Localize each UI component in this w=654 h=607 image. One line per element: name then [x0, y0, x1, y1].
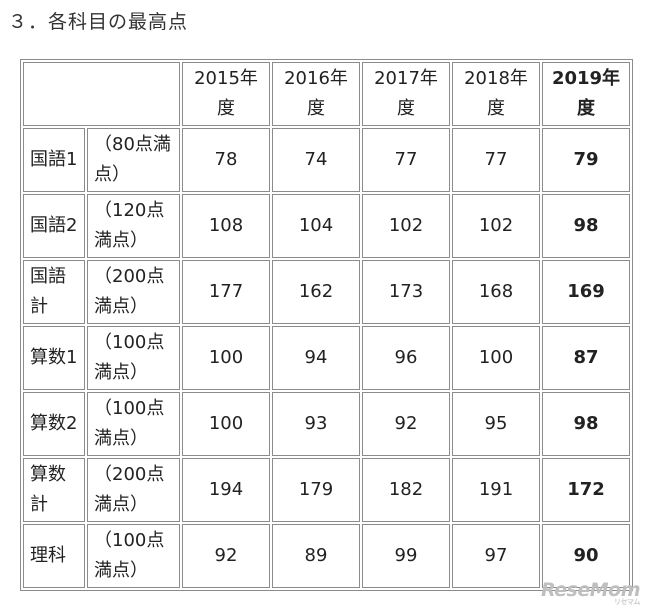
- subject-cell: 国語2: [23, 194, 85, 258]
- table-row: 算数2 （100点満点） 100 93 92 95 98: [23, 392, 630, 456]
- header-year-2015: 2015年度: [182, 62, 270, 126]
- section-heading: ３．各科目の最高点: [8, 11, 189, 33]
- resemom-watermark-logo: ReseMom リセマム: [540, 579, 641, 606]
- score-cell: 99: [362, 524, 450, 588]
- score-cell-2019: 172: [542, 458, 630, 522]
- max-score-cell: （120点満点）: [87, 194, 180, 258]
- table-row: 算数計 （200点満点） 194 179 182 191 172: [23, 458, 630, 522]
- watermark-text: ReseMom: [540, 579, 641, 601]
- max-score-cell: （200点満点）: [87, 458, 180, 522]
- score-cell-2019: 79: [542, 128, 630, 192]
- max-score-cell: （100点満点）: [87, 326, 180, 390]
- score-cell: 102: [362, 194, 450, 258]
- score-cell-2019: 90: [542, 524, 630, 588]
- score-cell-2019: 87: [542, 326, 630, 390]
- score-cell: 97: [452, 524, 540, 588]
- score-cell: 74: [272, 128, 360, 192]
- score-cell: 177: [182, 260, 270, 324]
- subject-cell: 算数計: [23, 458, 85, 522]
- max-score-cell: （100点満点）: [87, 524, 180, 588]
- score-cell: 162: [272, 260, 360, 324]
- score-cell: 108: [182, 194, 270, 258]
- max-score-cell: （80点満点）: [87, 128, 180, 192]
- score-cell-2019: 169: [542, 260, 630, 324]
- table-row: 国語1 （80点満点） 78 74 77 77 79: [23, 128, 630, 192]
- score-cell: 78: [182, 128, 270, 192]
- score-cell: 182: [362, 458, 450, 522]
- top-scores-table: 2015年度 2016年度 2017年度 2018年度 2019年度 国語1 （…: [20, 59, 633, 591]
- score-cell: 100: [182, 326, 270, 390]
- score-cell-2019: 98: [542, 392, 630, 456]
- header-year-2018: 2018年度: [452, 62, 540, 126]
- table-row: 国語計 （200点満点） 177 162 173 168 169: [23, 260, 630, 324]
- score-cell: 102: [452, 194, 540, 258]
- score-cell: 100: [182, 392, 270, 456]
- score-cell: 179: [272, 458, 360, 522]
- score-cell: 194: [182, 458, 270, 522]
- score-cell: 173: [362, 260, 450, 324]
- score-cell: 92: [182, 524, 270, 588]
- score-cell: 191: [452, 458, 540, 522]
- header-empty-cell: [23, 62, 180, 126]
- score-cell: 96: [362, 326, 450, 390]
- header-year-2016: 2016年度: [272, 62, 360, 126]
- table-header-row: 2015年度 2016年度 2017年度 2018年度 2019年度: [23, 62, 630, 126]
- max-score-cell: （200点満点）: [87, 260, 180, 324]
- subject-cell: 国語計: [23, 260, 85, 324]
- score-cell: 95: [452, 392, 540, 456]
- header-year-2017: 2017年度: [362, 62, 450, 126]
- max-score-cell: （100点満点）: [87, 392, 180, 456]
- watermark-ruby: リセマム: [614, 598, 641, 606]
- score-cell-2019: 98: [542, 194, 630, 258]
- score-cell: 89: [272, 524, 360, 588]
- subject-cell: 算数2: [23, 392, 85, 456]
- score-cell: 104: [272, 194, 360, 258]
- score-cell: 93: [272, 392, 360, 456]
- score-cell: 92: [362, 392, 450, 456]
- score-cell: 100: [452, 326, 540, 390]
- table-row: 算数1 （100点満点） 100 94 96 100 87: [23, 326, 630, 390]
- subject-cell: 算数1: [23, 326, 85, 390]
- score-cell: 168: [452, 260, 540, 324]
- score-cell: 77: [362, 128, 450, 192]
- score-cell: 94: [272, 326, 360, 390]
- table-row: 理科 （100点満点） 92 89 99 97 90: [23, 524, 630, 588]
- table-row: 国語2 （120点満点） 108 104 102 102 98: [23, 194, 630, 258]
- score-cell: 77: [452, 128, 540, 192]
- subject-cell: 理科: [23, 524, 85, 588]
- subject-cell: 国語1: [23, 128, 85, 192]
- header-year-2019: 2019年度: [542, 62, 630, 126]
